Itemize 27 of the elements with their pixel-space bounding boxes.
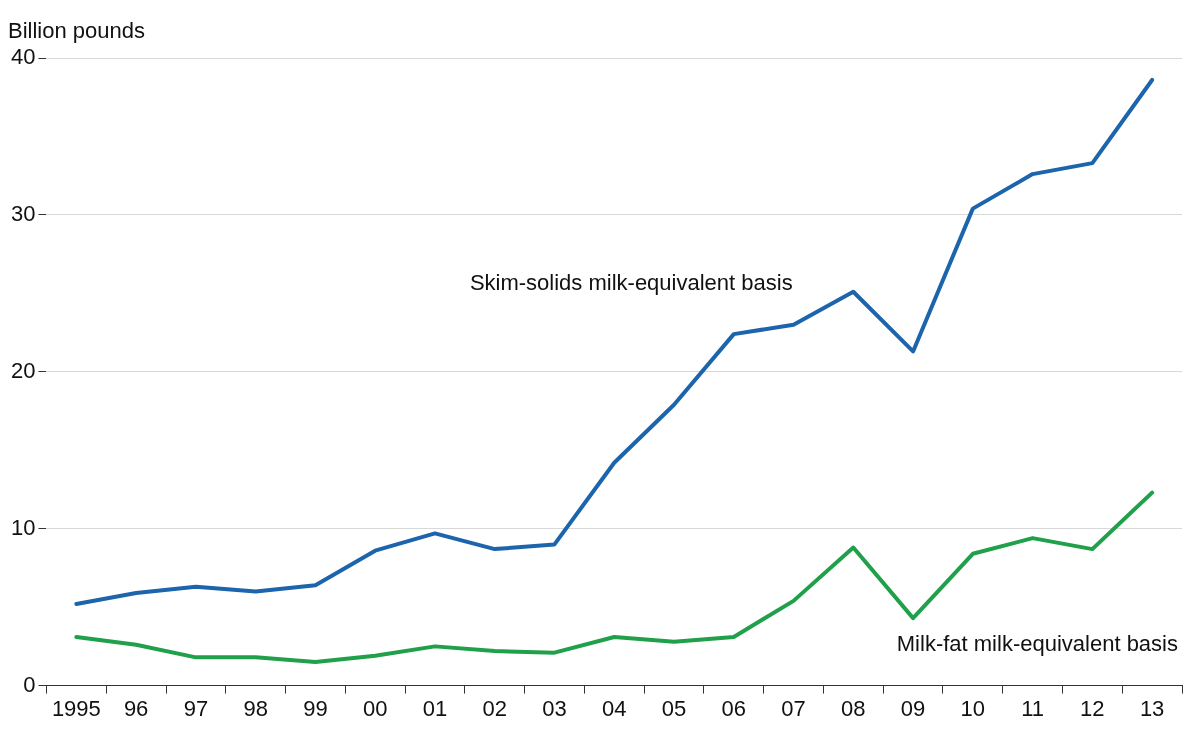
x-tick-label: 02 [482,695,507,721]
x-tick-label: 96 [123,695,149,721]
x-tick-label: 1995 [51,695,101,721]
x-tick-label: 07 [781,695,806,721]
x-tick-label: 01 [422,695,448,721]
x-tick-label: 06 [721,695,747,721]
x-tick-label: 98 [243,695,268,721]
y-tick-label: 0 [23,671,36,697]
x-tick-label: 12 [1080,695,1105,721]
y-tick-label: 10 [10,514,36,540]
x-tick-label: 99 [303,695,328,721]
x-tick-label: 00 [362,695,388,721]
y-tick-label: 20 [10,357,36,383]
series-label: Skim-solids milk-equivalent basis [469,270,793,296]
series-label: Milk-fat milk-equivalent basis [896,631,1178,657]
y-tick-label: 30 [10,200,36,226]
x-tick-label: 03 [542,695,567,721]
x-tick-label: 09 [900,695,926,721]
x-tick-label: 10 [960,695,986,721]
y-tick-label: 40 [10,44,36,70]
x-tick-label: 97 [183,695,209,721]
x-tick-label: 11 [1021,695,1045,721]
x-tick-label: 05 [661,695,687,721]
y-axis-title: Billion pounds [8,18,145,43]
x-tick-label: 04 [601,695,627,721]
x-tick-label: 13 [1139,695,1165,721]
x-tick-label: 08 [841,695,866,721]
